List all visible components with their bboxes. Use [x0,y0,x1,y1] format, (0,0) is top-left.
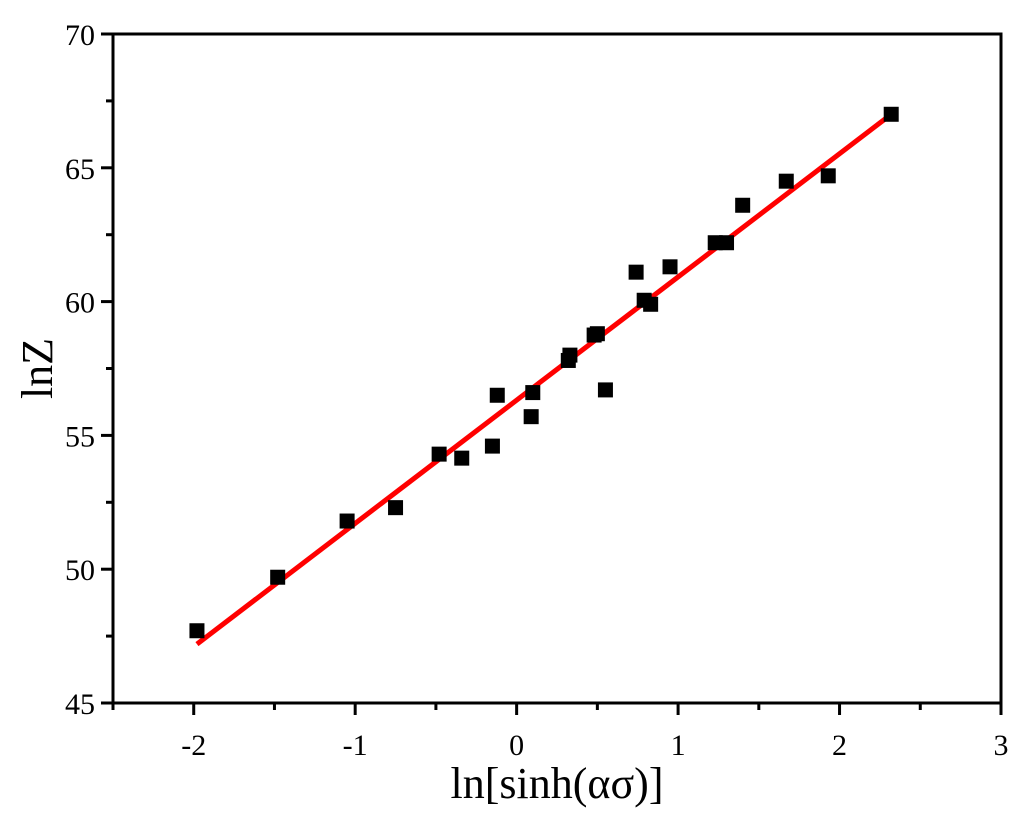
y-tick-label: 50 [65,554,95,587]
data-point [339,513,355,529]
x-tick-label: -1 [343,729,368,762]
plot-frame [111,32,1003,705]
data-points-layer [189,106,899,639]
data-point [189,623,205,639]
data-point [484,438,500,454]
data-point [820,168,836,184]
data-point [388,500,404,516]
data-point [431,446,447,462]
y-tick-label: 60 [65,287,95,320]
data-point [489,387,505,403]
x-tick-label: 2 [832,729,847,762]
y-axis-title: lnZ [13,338,62,399]
data-point [628,264,644,280]
fit-line-layer [195,112,893,647]
data-point [662,259,678,275]
data-point [719,235,735,251]
y-tick-label: 70 [65,19,95,52]
x-tick-label: 1 [671,729,686,762]
y-tick-label: 45 [65,688,95,721]
data-point [707,235,723,251]
x-tick-label: 0 [509,729,524,762]
data-point [735,197,751,213]
data-point [525,385,541,401]
y-tick-label: 55 [65,420,95,453]
data-point [589,326,605,342]
data-point [597,382,613,398]
data-point [270,569,286,585]
data-point [778,173,794,189]
data-point [643,296,659,312]
x-tick-label: 3 [994,729,1009,762]
x-axis-title: ln[sinh(ασ)] [451,759,664,808]
data-point [883,106,899,122]
data-point [523,409,539,425]
tick-labels-layer: -2 -1 0 1 2 3 45 50 55 60 65 70 [65,19,1009,762]
x-tick-label: -2 [181,729,206,762]
linear-fit-line [195,112,893,647]
data-point [454,450,470,466]
data-point [562,347,578,363]
y-tick-label: 65 [65,153,95,186]
